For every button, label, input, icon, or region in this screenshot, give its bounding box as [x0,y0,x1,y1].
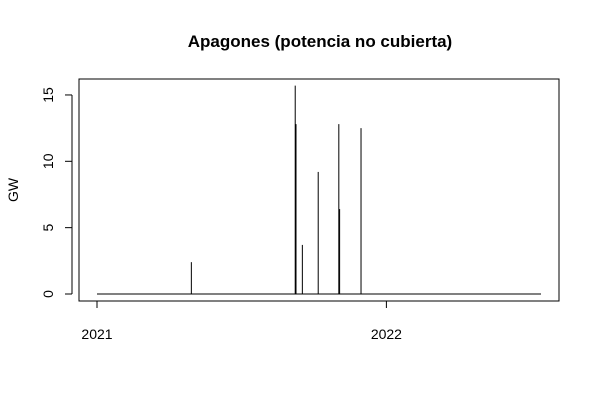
x-axis: 2021 2022 [81,300,402,342]
x-tick-label: 2022 [371,326,402,342]
plot-frame [78,78,560,302]
y-axis-label: GW [5,177,21,202]
y-tick-label: 0 [40,290,56,298]
y-tick-label: 5 [40,224,56,232]
series-layer [97,85,541,295]
y-axis: 0 5 10 15 [40,87,73,298]
y-tick-label: 10 [40,153,56,169]
y-tick-label: 15 [40,87,56,103]
chart-title: Apagones (potencia no cubierta) [188,32,452,51]
x-tick-label: 2021 [81,326,112,342]
